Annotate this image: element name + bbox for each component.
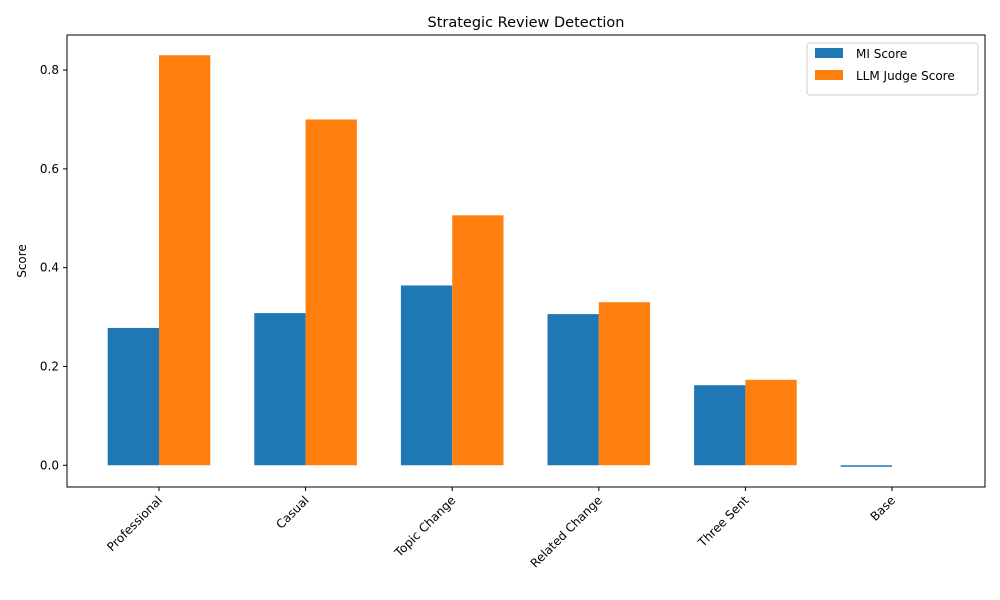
- bar-mi-score-professional: [107, 327, 159, 466]
- y-tick-label: 0.4: [40, 261, 59, 275]
- legend: MI Score LLM Judge Score: [806, 42, 979, 96]
- y-tick-label: 0.0: [40, 458, 59, 472]
- bar-mi-score-related-change: [547, 314, 599, 466]
- x-tick-label: Casual: [273, 493, 311, 531]
- x-tick-label: Topic Change: [391, 493, 458, 560]
- x-tick-label: Related Change: [528, 493, 605, 570]
- x-tick-label: Three Sent: [695, 493, 752, 550]
- y-tick-label: 0.8: [40, 63, 59, 77]
- plot-frame: [66, 34, 986, 488]
- legend-label-llm-judge-score: LLM Judge Score: [856, 69, 955, 83]
- y-tick-label: 0.6: [40, 162, 59, 176]
- bar-mi-score-casual: [254, 313, 306, 466]
- chart-title: Strategic Review Detection: [428, 15, 625, 31]
- bar-llm-judge-score-related-change: [598, 302, 651, 466]
- legend-label-mi-score: MI Score: [856, 47, 907, 61]
- y-axis-label: Score: [15, 244, 29, 278]
- x-tick-label: Base: [868, 493, 899, 524]
- legend-frame: [806, 42, 979, 96]
- bar-llm-judge-score-casual: [305, 119, 357, 466]
- x-ticks-group: Professional Casual Topic Change Related Ch…: [104, 487, 898, 571]
- bar-llm-judge-score-professional: [159, 55, 211, 466]
- x-tick-label: Professional: [104, 493, 165, 554]
- bar-mi-score-base: [840, 465, 892, 467]
- y-tick-label: 0.2: [40, 359, 59, 373]
- bars-group: [107, 55, 892, 467]
- bar-mi-score-three-sent: [694, 385, 746, 466]
- bar-mi-score-topic-change: [400, 285, 453, 466]
- legend-swatch-mi-score: [815, 48, 843, 58]
- legend-swatch-llm-judge-score: [815, 70, 843, 80]
- y-ticks-group: 0.0 0.2 0.4 0.6 0.8: [40, 63, 67, 472]
- bar-llm-judge-score-topic-change: [452, 215, 504, 466]
- bar-llm-judge-score-three-sent: [745, 379, 797, 466]
